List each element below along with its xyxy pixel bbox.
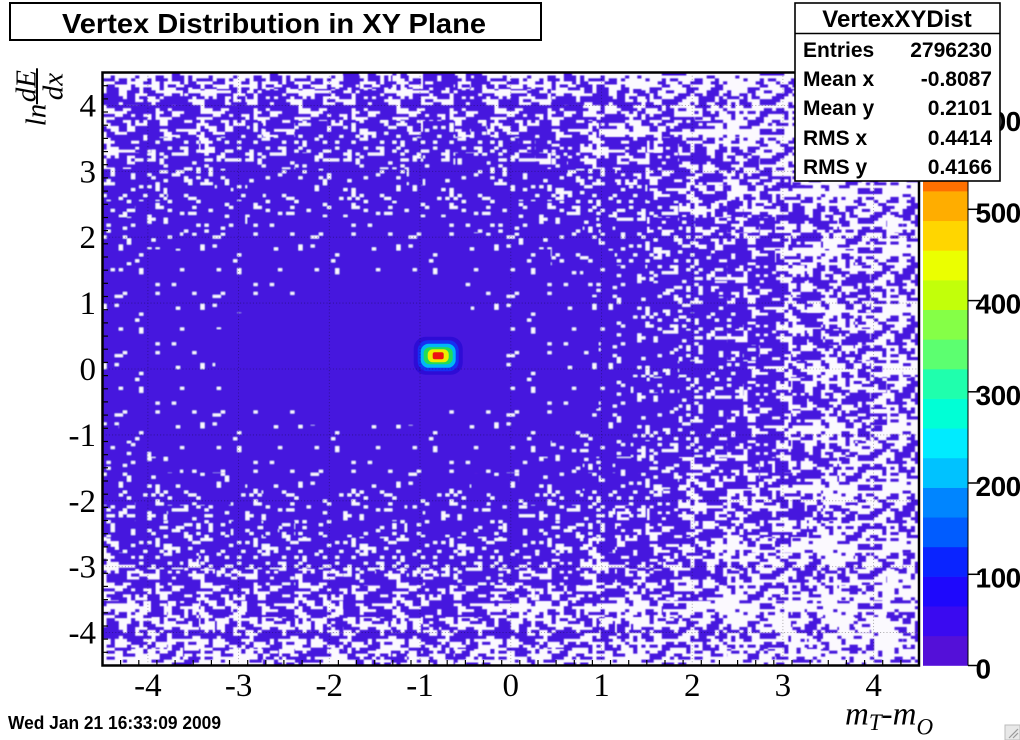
svg-text:100: 100 xyxy=(976,562,1020,593)
svg-text:Mean y: Mean y xyxy=(803,97,875,120)
svg-text:400: 400 xyxy=(976,289,1020,320)
svg-text:-4: -4 xyxy=(69,616,97,652)
svg-text:0.4414: 0.4414 xyxy=(928,127,993,150)
svg-text:Vertex Distribution in XY Plan: Vertex Distribution in XY Plane xyxy=(62,8,486,39)
svg-text:300: 300 xyxy=(976,380,1020,411)
svg-text:0.4166: 0.4166 xyxy=(928,156,992,179)
svg-text:-3: -3 xyxy=(225,668,253,704)
svg-text:2: 2 xyxy=(684,668,701,704)
svg-text:1: 1 xyxy=(80,286,97,322)
svg-text:3: 3 xyxy=(775,668,792,704)
svg-text:0: 0 xyxy=(976,654,991,685)
svg-text:RMS x: RMS x xyxy=(803,127,868,150)
svg-text:200: 200 xyxy=(976,471,1020,502)
svg-text:-2: -2 xyxy=(69,484,97,520)
svg-text:-1: -1 xyxy=(69,418,97,454)
svg-text:2796230: 2796230 xyxy=(910,39,992,62)
svg-text:VertexXYDist: VertexXYDist xyxy=(822,6,971,33)
svg-text:500: 500 xyxy=(976,197,1020,228)
svg-text:dx: dx xyxy=(38,73,70,101)
svg-text:-4: -4 xyxy=(134,668,162,704)
svg-text:Wed Jan 21 16:33:09 2009: Wed Jan 21 16:33:09 2009 xyxy=(8,713,221,733)
svg-text:2: 2 xyxy=(80,220,97,256)
svg-text:0: 0 xyxy=(503,668,520,704)
svg-text:0: 0 xyxy=(80,352,97,388)
svg-text:RMS y: RMS y xyxy=(803,156,868,179)
svg-text:Mean x: Mean x xyxy=(803,68,875,91)
svg-text:ln: ln xyxy=(21,104,53,127)
svg-text:-3: -3 xyxy=(69,550,97,586)
svg-text:4: 4 xyxy=(80,88,97,124)
svg-text:-2: -2 xyxy=(316,668,344,704)
svg-text:0.2101: 0.2101 xyxy=(928,97,993,120)
svg-text:Entries: Entries xyxy=(803,39,874,62)
svg-text:-1: -1 xyxy=(406,668,434,704)
svg-text:1: 1 xyxy=(593,668,610,704)
svg-text:-0.8087: -0.8087 xyxy=(921,68,992,91)
svg-text:4: 4 xyxy=(865,668,882,704)
svg-text:3: 3 xyxy=(80,154,97,190)
